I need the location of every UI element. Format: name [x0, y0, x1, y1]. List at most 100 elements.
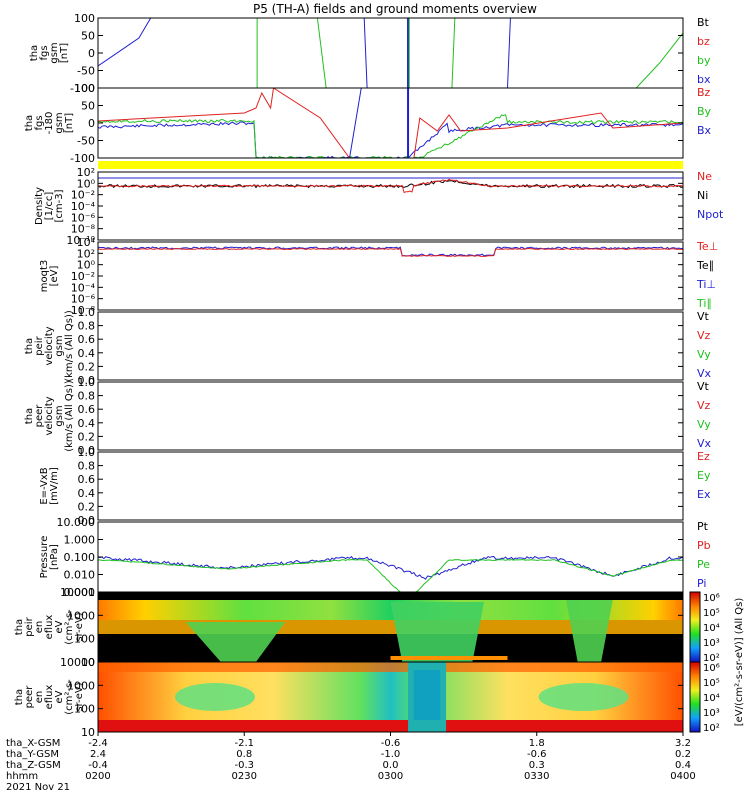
legend-entry: Pi	[697, 577, 706, 590]
legend-entry: Te⊥	[696, 240, 718, 253]
ytick-label: 10⁰	[77, 177, 96, 190]
legend-entry: Pt	[697, 520, 709, 533]
ylabel-line: [nPa]	[49, 544, 60, 570]
ylabel-line: peir	[34, 335, 45, 355]
xtick-label: -0.6	[381, 738, 401, 749]
legend-entry: Vt	[697, 380, 710, 393]
ytick-label: 0.2	[78, 360, 96, 373]
ytick-label: 10	[81, 726, 95, 739]
panel-3-plot	[98, 177, 683, 194]
ion-spectrogram-plume	[185, 622, 286, 662]
ylabel-line: gsm	[54, 405, 65, 426]
ytick-label: 10000	[60, 586, 95, 599]
ytick-label: 10⁻⁴	[71, 281, 96, 294]
colorbar	[689, 591, 701, 663]
ytick-label: 10⁻⁶	[71, 211, 96, 224]
ylabel-line: eflux	[44, 615, 55, 640]
xtick-label: 0200	[85, 771, 110, 782]
ytick-label: 100	[74, 633, 95, 646]
panel-frame	[97, 451, 684, 521]
ylabel-line: fgs	[39, 45, 50, 60]
panel-2-plot	[98, 88, 683, 158]
xtick-label: 3.2	[675, 738, 691, 749]
panel-10: 10000 1000 100 10 tha peer en eflux eV (cm²-s-sr-…	[14, 656, 684, 739]
ylabel-line: tha	[24, 408, 35, 424]
legend-entry: Pe	[697, 558, 710, 571]
electron-spectrogram-blob	[538, 683, 629, 711]
ylabel-line: sr-eV)	[74, 612, 85, 641]
ytick-label: -100	[70, 152, 95, 165]
ytick-label: 1.000	[64, 534, 96, 547]
ytick-label: 0.8	[78, 320, 96, 333]
ytick-label: 0.010	[64, 569, 96, 582]
ylabel-line: [eV]	[49, 266, 60, 287]
ylabel-line: [nT]	[59, 43, 70, 63]
xaxis-row-label: tha_X-GSM	[6, 738, 60, 749]
ytick-label: 0.2	[78, 500, 96, 513]
colorbar-tick-label: 10³	[703, 638, 720, 649]
by-line	[635, 32, 683, 88]
ylabel-line: sr-eV)	[74, 682, 85, 711]
xaxis-row-label: tha_Y-GSM	[6, 749, 59, 760]
ytick-label: 10⁻²	[71, 189, 95, 202]
ytick-label: 0.100	[64, 551, 96, 564]
ytick-label: 100	[74, 82, 95, 95]
legend-entry: Te∥	[696, 259, 714, 272]
ytick-label: 0.4	[78, 487, 96, 500]
ylabel-line: eV	[54, 690, 65, 703]
time-axis: -2.42.4-0.40200-2.10.8-0.30230-0.6-1.00.…	[6, 732, 696, 793]
electron-spectrogram-blob	[175, 683, 255, 711]
ytick-label: -50	[77, 135, 95, 148]
ytick-label: 10⁻¹⁰	[66, 234, 95, 247]
xtick-label: 1.8	[529, 738, 545, 749]
legend-entry: Bt	[697, 16, 710, 29]
ylabel-line: [1/cc]	[44, 192, 55, 221]
xtick-label: -2.4	[88, 738, 108, 749]
by-line	[98, 114, 683, 158]
ytick-label: 0.6	[78, 473, 96, 486]
ytick-label: 0.4	[78, 417, 96, 430]
legend-entry: Ez	[697, 450, 710, 463]
ylabel-line: moqt3	[39, 260, 50, 293]
xtick-label: 2.4	[90, 749, 106, 760]
legend-entry: Ne	[697, 170, 712, 183]
legend-entry: by	[697, 54, 711, 67]
colorbar	[689, 661, 701, 733]
ylabel-line: tha	[14, 689, 25, 705]
xaxis-row-label: 2021 Nov 21	[6, 782, 70, 793]
legend-entry: Vx	[697, 367, 712, 380]
legend-entry: Vx	[697, 437, 712, 450]
xtick-label: 0300	[378, 771, 403, 782]
ytick-label: 50	[81, 30, 95, 43]
legend-entry: Vy	[697, 418, 711, 431]
legend-entry: Bx	[697, 124, 712, 137]
xtick-label: -0.3	[234, 760, 254, 771]
panel-8: 10.000 1.000 0.100 0.010 0.001 Pressure [nPa] P…	[39, 516, 711, 599]
pe-line	[98, 558, 683, 592]
ytick-label: 50	[81, 100, 95, 113]
ylabel-line: fgs	[34, 115, 45, 130]
ytick-label: 1.0	[78, 446, 96, 459]
bx-line	[507, 18, 511, 88]
legend-entry: Vy	[697, 348, 711, 361]
panel-4-plot	[98, 246, 683, 257]
ylabel-line: en	[34, 621, 45, 634]
ylabel-line: peer	[24, 685, 35, 709]
xtick-label: -0.4	[88, 760, 108, 771]
ytick-label: 0.2	[78, 430, 96, 443]
panel-frame	[97, 17, 684, 89]
legend-entry: Pb	[697, 539, 711, 552]
ytick-label: 1000	[67, 679, 95, 692]
ylabel-line: gsm	[49, 42, 60, 63]
panel-1: 100 50 0 -50 -100 tha fgs gsm [nT] Bt bz by bx	[29, 12, 711, 95]
legend-entry: Vt	[697, 310, 710, 323]
ylabel-line: eflux	[44, 685, 55, 710]
legend-entry: Npot	[697, 208, 724, 221]
xtick-label: -1.0	[381, 749, 401, 760]
legend-entry: Ti∥	[696, 297, 712, 310]
xtick-label: -2.1	[234, 738, 254, 749]
